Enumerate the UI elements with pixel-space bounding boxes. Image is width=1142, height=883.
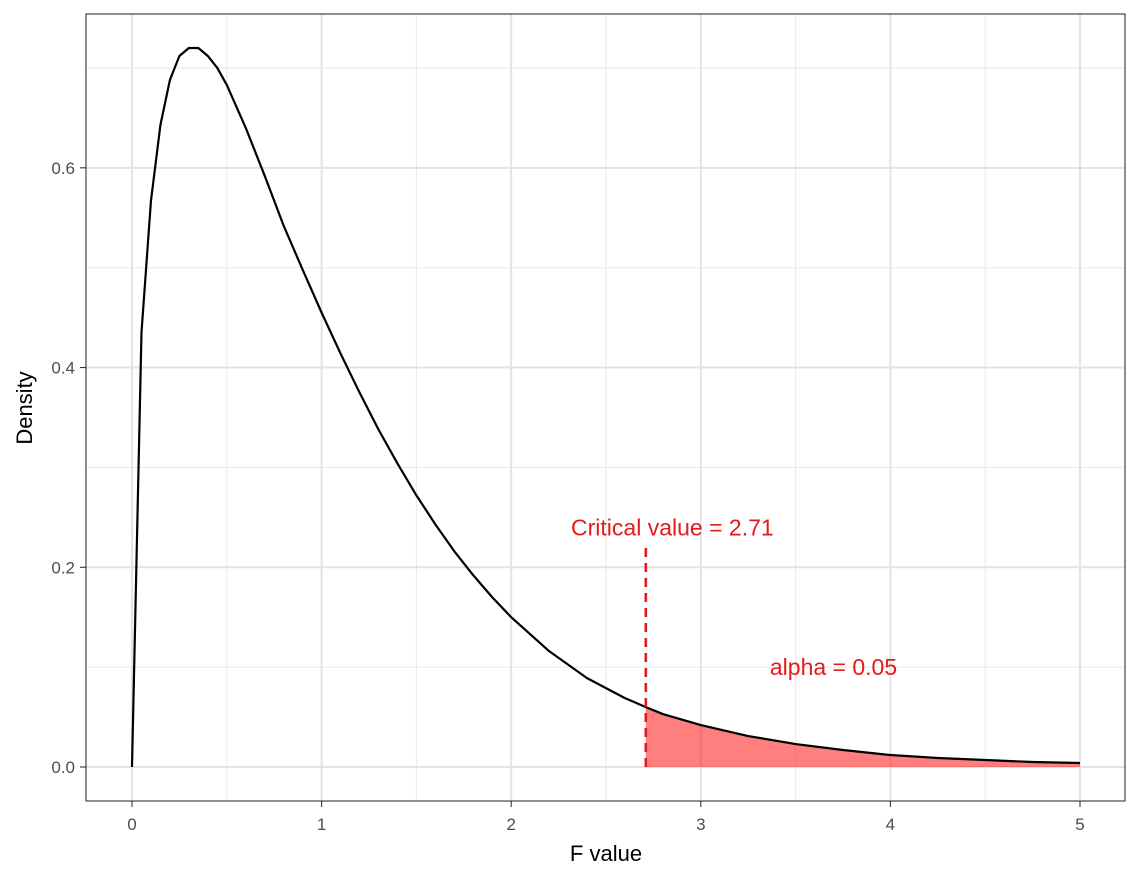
alpha-label: alpha = 0.05 bbox=[770, 654, 897, 680]
grid-layer bbox=[86, 14, 1125, 801]
axis-layer: 0 1 2 3 4 5 0.0 0.2 0.4 0.6 bbox=[51, 159, 1084, 834]
panel-border bbox=[85, 13, 1126, 802]
y-tick-label: 0.2 bbox=[51, 558, 75, 577]
rejection-region-area bbox=[645, 707, 1080, 767]
critical-value-label: Critical value = 2.71 bbox=[571, 514, 774, 540]
annotation-layer: Critical value = 2.71 alpha = 0.05 bbox=[571, 514, 897, 767]
x-tick-label: 2 bbox=[506, 815, 515, 834]
density-curve bbox=[130, 46, 1081, 768]
x-axis-title: F value bbox=[570, 841, 642, 866]
y-tick-label: 0.4 bbox=[51, 359, 75, 378]
x-tick-label: 5 bbox=[1075, 815, 1084, 834]
x-tick-label: 3 bbox=[696, 815, 705, 834]
y-axis-title: Density bbox=[12, 371, 37, 444]
x-tick-label: 1 bbox=[317, 815, 326, 834]
x-tick-label: 0 bbox=[127, 815, 136, 834]
x-tick-label: 4 bbox=[886, 815, 895, 834]
y-tick-label: 0.6 bbox=[51, 159, 75, 178]
y-tick-label: 0.0 bbox=[51, 758, 75, 777]
shade-layer bbox=[645, 707, 1080, 767]
curve-layer bbox=[130, 46, 1081, 768]
